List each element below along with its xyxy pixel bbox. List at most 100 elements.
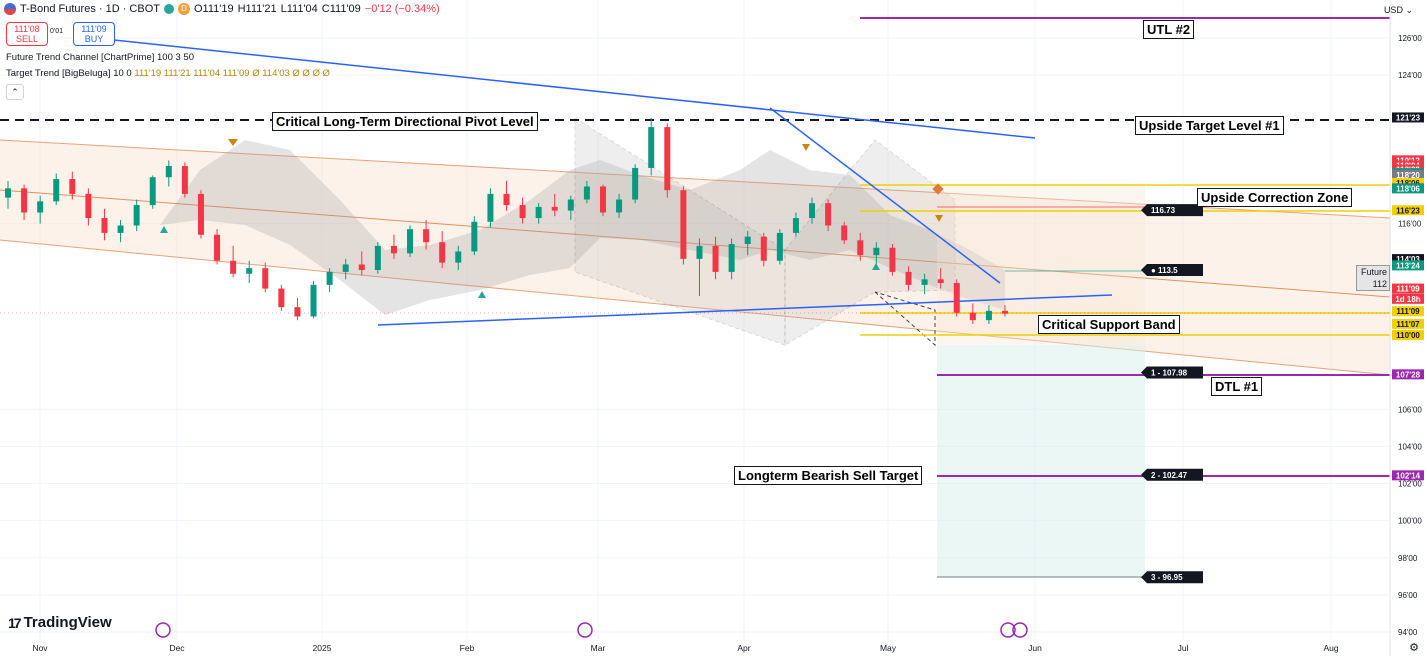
candle-body	[969, 312, 976, 321]
price-tag-bg	[1392, 205, 1424, 216]
price-tag-bg	[1392, 183, 1424, 194]
y-tick-label: 98'00	[1398, 554, 1418, 563]
future-label-text: Future	[1360, 267, 1387, 277]
chart-header: T-Bond Futures · 1D · CBOT D O111'19 H11…	[4, 3, 440, 15]
candle-body	[5, 188, 11, 198]
y-axis: 126'00 124'00 116'00 106'00 104'00 102'00 100'…	[1398, 34, 1422, 637]
candle-body	[326, 271, 333, 285]
candle-body	[390, 245, 397, 254]
indicator-name: Target Trend [BigBeluga]	[6, 68, 111, 79]
target-tag: ● 113.5	[1151, 266, 1178, 275]
pivot-annotation[interactable]: Critical Long-Term Directional Pivot Lev…	[272, 112, 538, 131]
upside-target-annotation[interactable]: Upside Target Level #1	[1135, 116, 1284, 135]
target-tag: 116.73	[1151, 206, 1176, 215]
target-trend-band	[160, 140, 1005, 315]
candle-body	[374, 245, 381, 271]
indicator-legend-2[interactable]: Target Trend [BigBeluga] 10 0 111'19 111…	[6, 68, 330, 79]
gear-icon[interactable]: ⚙	[1409, 642, 1419, 654]
target-tag-bg	[1141, 204, 1203, 217]
buy-button[interactable]: 111'09 BUY	[73, 22, 115, 46]
price-tag: 110'00	[1396, 331, 1420, 340]
uptrend-support-line	[377, 294, 1113, 326]
target-tag: 2 - 102.47	[1151, 471, 1188, 480]
candle-body	[953, 283, 960, 313]
candle-body	[841, 225, 848, 241]
price-tag: 1d 18h	[1395, 295, 1420, 304]
candle-body	[471, 221, 478, 252]
bearish-triangle-marker	[935, 215, 943, 222]
candle-body	[149, 177, 156, 206]
indicator-legend-1[interactable]: Future Trend Channel [ChartPrime] 100 3 …	[6, 52, 194, 63]
candle-body	[423, 229, 430, 243]
channel-mid-line	[0, 189, 1391, 298]
candle-body	[905, 271, 912, 285]
price-tag-bg	[1392, 306, 1424, 317]
sell-button[interactable]: 111'08 SELL	[6, 22, 48, 46]
ohlc-high: H111'21	[237, 3, 277, 15]
candle-body	[519, 205, 526, 219]
indicator-values: 111'19 111'21 111'04 111'09 Ø 114'03 Ø Ø…	[134, 68, 330, 79]
upside-correction-annotation[interactable]: Upside Correction Zone	[1197, 188, 1353, 207]
y-tick-label: 106'00	[1398, 405, 1422, 414]
symbol-title[interactable]: T-Bond Futures · 1D · CBOT	[20, 3, 160, 15]
bearish-projection-zone	[937, 345, 1145, 577]
y-tick-label: 102'00	[1398, 480, 1422, 489]
grid-lines	[0, 0, 1390, 640]
candle-body	[69, 179, 76, 194]
bearish-target-annotation[interactable]: Longterm Bearish Sell Target	[734, 466, 923, 485]
candle-body	[117, 225, 124, 233]
price-tag: 113'24	[1396, 261, 1420, 270]
candle-body	[825, 203, 832, 226]
price-tag-bg	[1392, 260, 1424, 271]
sell-price: 111'08	[14, 24, 40, 34]
target-tag-bg	[1141, 366, 1203, 379]
market-status-icon	[163, 4, 174, 14]
candles-group	[5, 117, 1008, 324]
bullish-triangle-marker	[872, 263, 880, 270]
candle-body	[744, 236, 751, 245]
candle-body	[214, 234, 221, 261]
candle-body	[310, 284, 317, 317]
target-tag-bg	[1141, 571, 1203, 584]
candle-body	[101, 218, 108, 233]
collapse-legend-button[interactable]: ⌃	[6, 84, 24, 100]
candle-body	[857, 240, 864, 256]
dtl1-annotation[interactable]: DTL #1	[1211, 377, 1263, 396]
target-tag: 1 - 107.98	[1151, 368, 1188, 377]
candle-body	[599, 186, 606, 213]
currency-selector[interactable]: USD ⌄	[1383, 5, 1413, 15]
candle-body	[503, 193, 510, 206]
price-tag-bg	[1392, 318, 1424, 329]
candle-body	[230, 260, 237, 274]
price-tag: 107'28	[1396, 370, 1421, 379]
bearish-triangle-marker	[228, 139, 238, 146]
price-tag: 111'09	[1396, 285, 1420, 294]
price-tag-bg	[1392, 330, 1424, 340]
tradingview-logo[interactable]: 17 TradingView	[8, 614, 112, 631]
candle-body	[551, 206, 558, 211]
candle-body	[921, 279, 928, 285]
x-tick-label: 2025	[313, 643, 332, 653]
short-term-downtrend-line	[769, 107, 1001, 284]
target-tag-bg	[1141, 264, 1203, 277]
support-band-annotation[interactable]: Critical Support Band	[1038, 315, 1180, 334]
y-tick-label: 96'00	[1398, 591, 1418, 600]
candle-body	[728, 244, 735, 272]
y-tick-label: 94'00	[1398, 628, 1418, 637]
candle-body	[712, 245, 719, 272]
y-tick-label: 100'00	[1398, 517, 1422, 526]
event-icons[interactable]	[155, 622, 1028, 638]
utl2-annotation[interactable]: UTL #2	[1143, 20, 1195, 39]
price-tag-bg	[1392, 254, 1424, 265]
future-label-value: 112	[1372, 279, 1387, 289]
tradingview-wordmark: TradingView	[23, 614, 112, 631]
candle-body	[53, 179, 60, 202]
price-tag-bg	[1392, 283, 1424, 294]
candle-body	[792, 218, 799, 233]
price-tag: 111'09	[1396, 307, 1420, 316]
x-tick-label: Nov	[32, 643, 48, 653]
price-tag: 121'23	[1396, 113, 1421, 122]
candle-body	[760, 236, 767, 261]
event-icon	[577, 622, 593, 638]
